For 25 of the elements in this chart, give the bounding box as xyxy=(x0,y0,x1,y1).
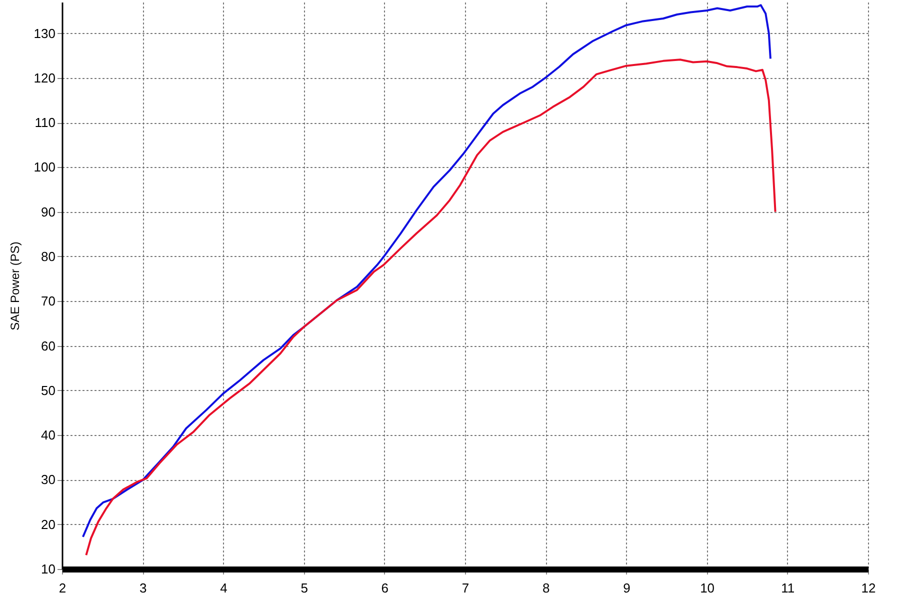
x-tick-label: 4 xyxy=(220,580,228,596)
y-tick-label: 40 xyxy=(41,428,56,443)
y-tick-label: 120 xyxy=(34,70,56,86)
y-tick-label: 50 xyxy=(41,382,56,398)
x-tick-label: 7 xyxy=(462,580,470,596)
y-tick-label: 90 xyxy=(41,204,56,220)
y-tick-label: 60 xyxy=(41,338,56,354)
y-tick-label: 70 xyxy=(41,294,56,309)
y-tick-label: 110 xyxy=(34,115,56,130)
x-tick-label: 12 xyxy=(861,580,876,596)
y-tick-label: 80 xyxy=(41,248,56,264)
x-tick-label: 2 xyxy=(58,580,66,596)
x-tick-label: 10 xyxy=(700,580,715,596)
x-tick-label: 11 xyxy=(781,580,795,596)
y-tick-label: 130 xyxy=(34,26,56,41)
x-tick-label: 9 xyxy=(623,580,630,596)
x-tick-label: 3 xyxy=(139,580,147,596)
y-tick-label: 20 xyxy=(41,516,56,532)
y-axis-title: SAE Power (PS) xyxy=(8,242,22,330)
y-tick-label: 100 xyxy=(34,160,56,175)
x-tick-label: 8 xyxy=(542,580,550,596)
x-tick-label: 5 xyxy=(300,580,308,596)
y-tick-label: 10 xyxy=(41,562,56,576)
y-tick-label: 30 xyxy=(41,472,56,488)
x-tick-label: 6 xyxy=(381,580,389,596)
